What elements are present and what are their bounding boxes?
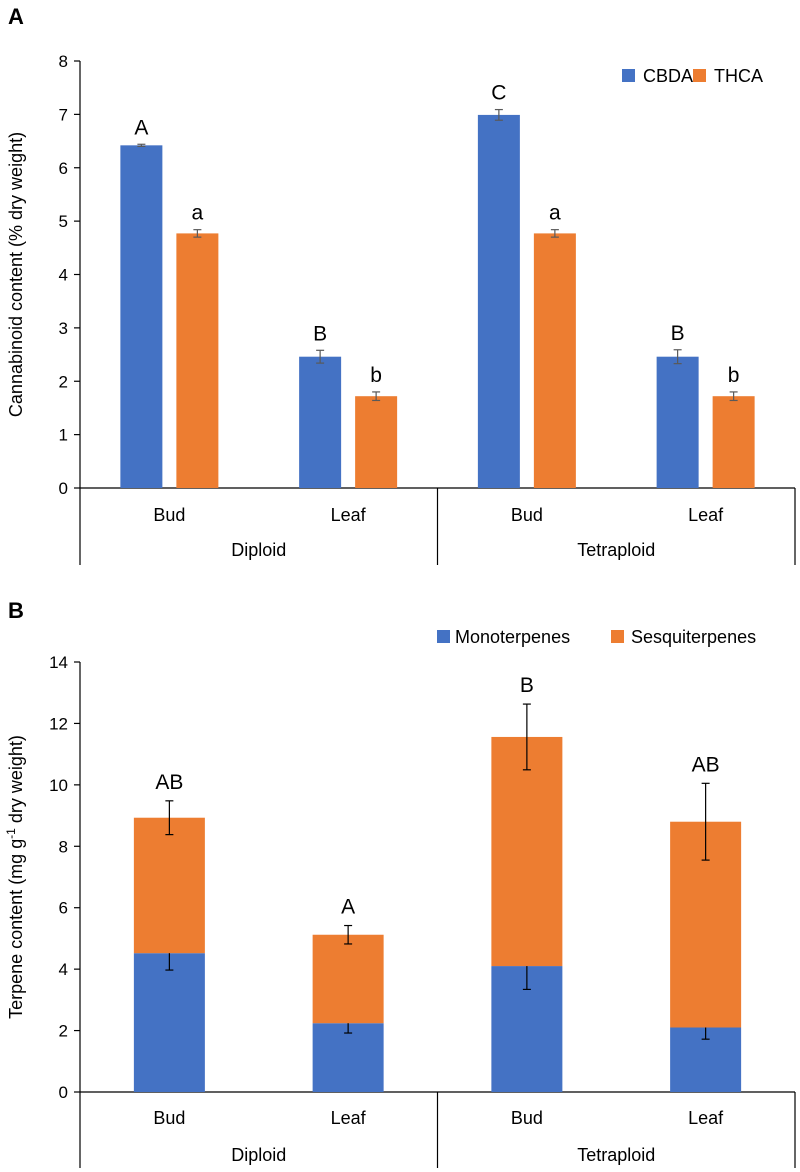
bar-cbda xyxy=(477,114,520,488)
y-tick-label: 10 xyxy=(49,776,68,795)
panel-a-letter: A xyxy=(8,4,24,29)
stacked-bar-sesquiterpenes xyxy=(491,736,563,967)
category-label: Bud xyxy=(153,505,185,525)
y-tick-label: 6 xyxy=(59,159,68,178)
y-tick-label: 12 xyxy=(49,714,68,733)
stacked-bar-monoterpenes xyxy=(133,953,205,1092)
group-label: Tetraploid xyxy=(577,1145,655,1165)
bar-cbda xyxy=(656,356,699,488)
y-tick-label: 2 xyxy=(59,372,68,391)
y-tick-label: 0 xyxy=(59,1083,68,1102)
significance-label: b xyxy=(728,364,740,387)
significance-label: B xyxy=(671,322,685,345)
y-axis-title-superscript: -1 xyxy=(4,828,18,839)
legend-label: Sesquiterpenes xyxy=(631,627,756,647)
y-tick-label: 7 xyxy=(59,105,68,124)
y-tick-label: 4 xyxy=(59,266,68,285)
bar-thca xyxy=(533,233,576,488)
significance-label: A xyxy=(341,896,355,919)
bar-cbda xyxy=(299,356,342,488)
y-tick-label: 4 xyxy=(59,960,68,979)
bar-thca xyxy=(355,396,398,488)
legend-swatch-thca xyxy=(693,69,706,82)
y-axis-title: Terpene content (mg g-1 dry weight) xyxy=(4,735,26,1019)
significance-label: a xyxy=(192,202,204,225)
significance-label: a xyxy=(549,202,561,225)
category-label: Bud xyxy=(153,1108,185,1128)
y-tick-label: 0 xyxy=(59,479,68,498)
y-tick-label: 5 xyxy=(59,212,68,231)
category-label: Leaf xyxy=(331,1108,367,1128)
legend-label: THCA xyxy=(714,66,763,86)
stacked-bar-sesquiterpenes xyxy=(133,817,205,954)
significance-label: B xyxy=(520,674,534,697)
significance-label: b xyxy=(370,364,382,387)
stacked-bar-monoterpenes xyxy=(312,1023,384,1092)
category-label: Leaf xyxy=(331,505,367,525)
stacked-bar-sesquiterpenes xyxy=(312,934,384,1024)
legend-swatch-cbda xyxy=(622,69,635,82)
significance-label: A xyxy=(134,116,148,139)
panel-a-chart: 0 1 2 3 4 5 6 7 8 Bud Leaf Bud Leaf Diploid Tetraploid… xyxy=(6,52,796,565)
group-label: Diploid xyxy=(231,1145,286,1165)
significance-label: C xyxy=(491,82,506,105)
y-axis-title-tail: dry weight) xyxy=(6,735,26,828)
significance-label: B xyxy=(313,322,327,345)
category-label: Leaf xyxy=(688,505,724,525)
category-label: Bud xyxy=(511,505,543,525)
y-tick-label: 8 xyxy=(59,52,68,71)
legend-label: CBDA xyxy=(643,66,693,86)
y-tick-label: 3 xyxy=(59,319,68,338)
category-label: Bud xyxy=(511,1108,543,1128)
panel-b-chart: 0 2 4 6 8 10 12 14 Bud Leaf Bud Leaf Diploid Tetraplo… xyxy=(4,627,796,1168)
bar-thca xyxy=(712,396,755,488)
significance-label: AB xyxy=(155,771,183,794)
y-tick-label: 8 xyxy=(59,837,68,856)
category-label: Leaf xyxy=(688,1108,724,1128)
y-axis-title-main: Terpene content (mg g xyxy=(6,839,26,1019)
bar-thca xyxy=(176,233,219,488)
bar-cbda xyxy=(120,145,163,488)
legend-swatch-sesquiterpenes xyxy=(611,630,624,643)
y-tick-label: 14 xyxy=(49,653,68,672)
y-tick-label: 1 xyxy=(59,426,68,445)
group-label: Diploid xyxy=(231,540,286,560)
group-label: Tetraploid xyxy=(577,540,655,560)
y-axis-title: Cannabinoid content (% dry weight) xyxy=(6,132,26,417)
panel-b-letter: B xyxy=(8,598,24,623)
significance-label: AB xyxy=(692,753,720,776)
y-tick-label: 2 xyxy=(59,1022,68,1041)
legend-label: Monoterpenes xyxy=(455,627,570,647)
legend-swatch-monoterpenes xyxy=(437,630,450,643)
y-tick-label: 6 xyxy=(59,899,68,918)
